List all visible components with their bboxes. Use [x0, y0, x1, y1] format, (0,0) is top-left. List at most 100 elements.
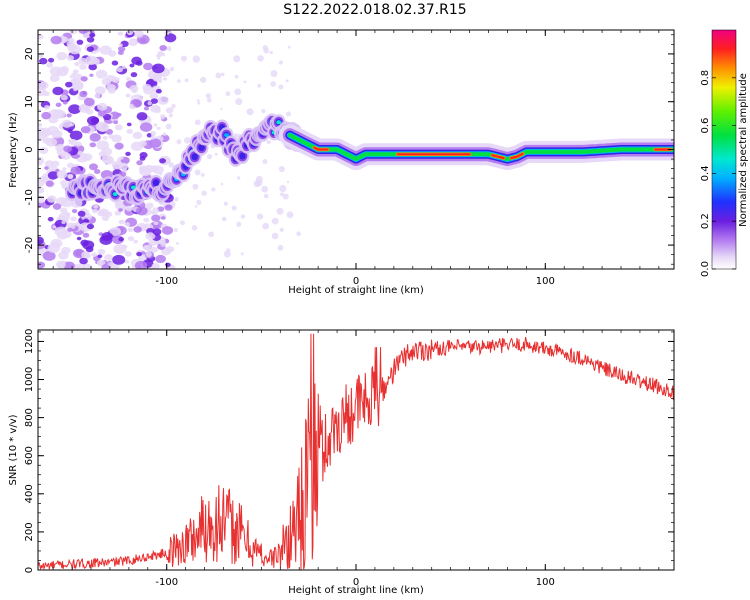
snr-y-tick-label: 200 — [24, 522, 35, 541]
spectrogram-noise-blob — [130, 72, 138, 78]
spectrogram-noise-blob — [125, 93, 131, 98]
spectrogram-noise-blob — [70, 216, 77, 222]
spectrogram-noise-blob — [82, 232, 90, 238]
spectrogram-noise-blob — [106, 84, 116, 92]
snr-y-label: SNR (10 * v/v) — [8, 414, 19, 485]
spectrogram-x-tick-label: -100 — [155, 276, 178, 287]
spectrogram-noise-blob — [151, 106, 155, 109]
spectrogram-noise-blob — [44, 105, 50, 110]
spectrogram-noise-blob — [39, 57, 48, 65]
spectrogram-ridge-blob — [239, 152, 246, 160]
spectrogram-noise-blob — [126, 128, 134, 134]
spectrogram-noise-blob — [86, 109, 94, 115]
spectrogram-noise-blob — [162, 77, 168, 81]
spectrogram-noise-blob — [81, 104, 89, 111]
spectrogram-noise-blob — [215, 72, 222, 79]
spectrogram-noise-blob — [257, 55, 264, 62]
spectrogram-noise-blob — [270, 70, 278, 78]
spectrogram-noise-blob — [101, 78, 112, 86]
spectrogram-noise-blob — [155, 254, 166, 264]
spectrogram-noise-blob — [236, 221, 242, 227]
spectrogram-noise-blob — [66, 55, 75, 61]
colorbar-tick-label: 0.2 — [700, 213, 711, 229]
spectrogram-noise-blob — [60, 179, 68, 186]
spectrogram-noise-blob — [278, 60, 284, 65]
spectrogram-noise-blob — [156, 126, 161, 130]
spectrogram-noise-blob — [124, 222, 131, 227]
spectrogram-noise-blob — [143, 86, 154, 95]
spectrogram-noise-blob — [165, 262, 171, 268]
spectrogram-noise-blob — [165, 123, 172, 130]
spectrogram-noise-blob — [38, 123, 43, 127]
colorbar-tick-label: 0.0 — [700, 261, 711, 277]
spectrogram-core — [491, 154, 505, 160]
spectrogram-noise-blob — [145, 232, 156, 241]
spectrogram-noise-blob — [235, 98, 243, 106]
spectrogram-noise-blob — [221, 216, 227, 222]
spectrogram-noise-blob — [63, 145, 72, 153]
spectrogram-noise-blob — [88, 163, 98, 171]
spectrogram-noise-blob — [165, 107, 174, 114]
spectrogram-noise-blob — [76, 263, 83, 269]
spectrogram-noise-blob — [116, 67, 123, 73]
spectrogram-noise-blob — [119, 156, 124, 160]
spectrogram-noise-blob — [159, 172, 163, 176]
spectrogram-noise-blob — [86, 46, 95, 52]
spectrogram-noise-blob — [220, 107, 223, 111]
spectrogram-noise-blob — [93, 204, 99, 209]
snr-y-tick-label: 400 — [24, 484, 35, 503]
spectrogram-noise-blob — [66, 162, 75, 169]
spectrogram-noise-blob — [153, 221, 159, 226]
spectrogram-noise-blob — [59, 207, 68, 214]
spectrogram-noise-blob — [78, 30, 88, 34]
spectrogram-noise-blob — [104, 254, 114, 262]
spectrogram-noise-blob — [160, 52, 166, 57]
spectrogram-noise-blob — [223, 201, 228, 206]
snr-x-ticks: -100 0 100 — [52, 330, 660, 588]
snr-y-tick-label: 600 — [24, 446, 35, 465]
spectrogram-noise-blob — [286, 211, 294, 219]
spectrogram-noise-blob — [149, 138, 162, 148]
spectrogram-noise-blob — [176, 242, 179, 245]
spectrogram-noise-blob — [160, 216, 166, 220]
spectrogram-noise-blob — [159, 45, 167, 51]
spectrogram-noise-blob — [89, 73, 94, 77]
spectrogram-noise-blob — [194, 169, 201, 176]
spectrogram-noise-blob — [114, 124, 123, 131]
spectrogram-noise-blob — [142, 245, 150, 251]
spectrogram-noise-blob — [246, 108, 254, 116]
spectrogram-noise-blob — [96, 122, 109, 133]
spectrogram-noise-blob — [117, 50, 124, 56]
spectrogram-noise-blob — [66, 113, 72, 118]
spectrogram-noise-blob — [38, 202, 43, 208]
spectrogram-noise-blob — [42, 250, 56, 261]
spectrogram-noise-blob — [72, 73, 83, 82]
spectrogram-noise-blob — [150, 130, 157, 137]
spectrogram-x-tick-label: 100 — [536, 276, 555, 287]
spectrogram-noise-blob — [148, 239, 158, 246]
spectrogram-noise-blob — [48, 57, 55, 63]
spectrogram-noise-blob — [62, 100, 68, 105]
spectrogram-noise-blob — [60, 35, 65, 40]
spectrogram-noise-blob — [60, 152, 71, 160]
spectrogram-ridge-core — [112, 192, 118, 197]
spectrogram-noise-blob — [261, 108, 266, 114]
spectrogram-noise-blob — [126, 77, 132, 81]
spectrogram-noise-blob — [44, 166, 49, 170]
spectrogram-noise-blob — [234, 88, 242, 96]
snr-x-tick-label: 100 — [536, 577, 555, 588]
spectrogram-noise-blob — [79, 257, 88, 265]
spectrogram-noise-blob — [77, 210, 86, 217]
spectrogram-noise-blob — [276, 207, 284, 215]
spectrogram-noise-blob — [136, 112, 148, 121]
snr-y-tick-label: 1200 — [24, 329, 35, 354]
spectrogram-noise-blob — [111, 161, 123, 170]
spectrogram-noise-blob — [61, 119, 73, 128]
spectrogram-noise-blob — [169, 67, 175, 72]
spectrogram-noise-blob — [240, 252, 244, 256]
spectrogram-noise-blob — [214, 152, 218, 156]
spectrogram-noise-blob — [69, 30, 78, 35]
spectrogram-noise-blob — [126, 30, 134, 36]
spectrogram-noise-blob — [118, 208, 123, 212]
